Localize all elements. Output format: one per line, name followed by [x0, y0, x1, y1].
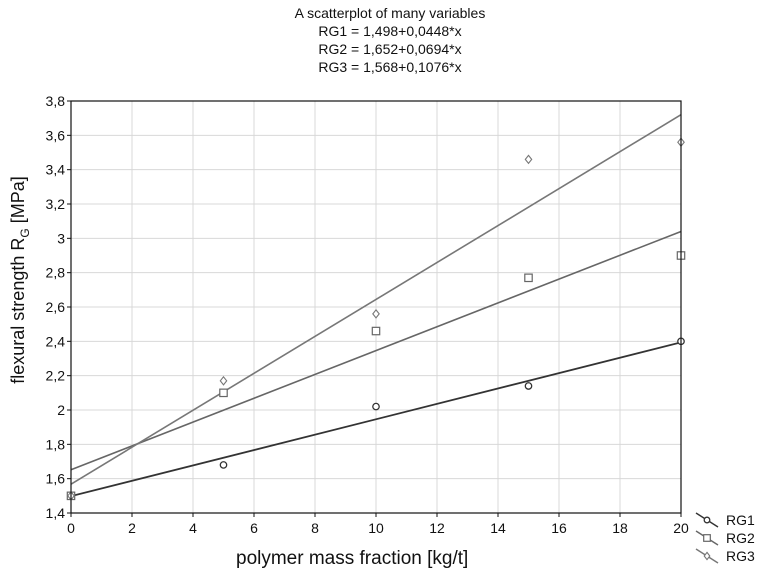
y-tick-label: 1,8: [46, 436, 66, 452]
y-tick-label: 3,6: [46, 127, 66, 143]
y-tick-label: 1,6: [46, 471, 66, 487]
y-tick-label: 3: [57, 230, 65, 246]
data-point-rg1: [525, 383, 531, 389]
x-tick-label: 16: [551, 520, 567, 536]
y-tick-label: 3,4: [46, 162, 66, 178]
data-point-rg1: [373, 403, 379, 409]
x-tick-label: 8: [311, 520, 319, 536]
x-tick-label: 2: [128, 520, 136, 536]
legend-marker-rg2: [704, 535, 711, 542]
legend-label-rg2: RG2: [726, 530, 755, 546]
y-tick-label: 2,2: [46, 368, 66, 384]
x-tick-label: 12: [429, 520, 445, 536]
y-tick-label: 2: [57, 402, 65, 418]
x-tick-label: 6: [250, 520, 258, 536]
data-point-rg2: [220, 389, 227, 396]
x-tick-label: 20: [673, 520, 689, 536]
y-tick-label: 2,4: [46, 333, 66, 349]
x-tick-label: 0: [67, 520, 75, 536]
legend-marker-rg3: [704, 552, 710, 559]
y-tick-label: 2,6: [46, 299, 66, 315]
x-tick-label: 14: [490, 520, 506, 536]
legend-marker-rg1: [704, 517, 710, 523]
x-tick-label: 4: [189, 520, 197, 536]
y-tick-label: 3,2: [46, 196, 66, 212]
x-tick-label: 10: [368, 520, 384, 536]
data-point-rg2: [525, 274, 532, 281]
legend-label-rg1: RG1: [726, 512, 755, 528]
y-tick-label: 3,8: [46, 93, 66, 109]
y-tick-label: 2,8: [46, 265, 66, 281]
legend-label-rg3: RG3: [726, 548, 755, 564]
data-point-rg2: [372, 327, 379, 334]
y-tick-label: 1,4: [46, 505, 66, 521]
data-point-rg1: [220, 462, 226, 468]
x-tick-label: 18: [612, 520, 628, 536]
